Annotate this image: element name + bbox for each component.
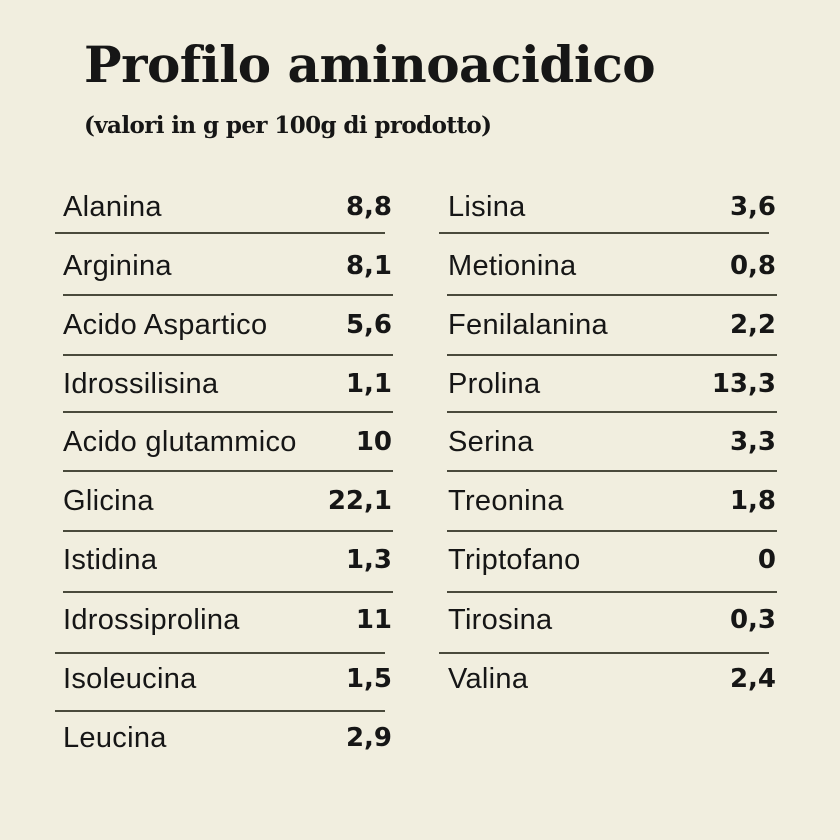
amino-name: Tirosina bbox=[448, 603, 553, 636]
table-row: Leucina 2,9 bbox=[63, 718, 392, 758]
row-divider bbox=[63, 591, 393, 593]
row-divider bbox=[55, 710, 385, 712]
row-divider bbox=[63, 470, 393, 472]
amino-value: 11 bbox=[355, 605, 392, 635]
row-divider bbox=[63, 354, 393, 356]
row-divider bbox=[447, 591, 777, 593]
page-subtitle: (valori in g per 100g di prodotto) bbox=[84, 112, 492, 139]
amino-value: 1,3 bbox=[345, 545, 392, 575]
table-row: Treonina 1,8 bbox=[448, 481, 776, 521]
amino-value: 13,3 bbox=[711, 369, 776, 399]
amino-value: 2,4 bbox=[729, 664, 776, 694]
table-row: Valina 2,4 bbox=[448, 659, 776, 699]
amino-value: 5,6 bbox=[345, 310, 392, 340]
amino-value: 0,8 bbox=[729, 251, 776, 281]
amino-name: Idrossiprolina bbox=[63, 603, 240, 636]
amino-value: 0,3 bbox=[729, 605, 776, 635]
amino-name: Treonina bbox=[448, 484, 564, 517]
amino-name: Lisina bbox=[448, 190, 526, 223]
table-row: Isoleucina 1,5 bbox=[63, 659, 392, 699]
table-row: Istidina 1,3 bbox=[63, 540, 392, 580]
amino-name: Istidina bbox=[63, 543, 158, 576]
table-row: Metionina 0,8 bbox=[448, 246, 776, 286]
table-row: Lisina 3,6 bbox=[448, 187, 776, 227]
table-row: Prolina 13,3 bbox=[448, 364, 776, 404]
amino-value: 3,3 bbox=[729, 427, 776, 457]
table-row: Idrossiprolina 11 bbox=[63, 600, 392, 640]
table-row: Fenilalanina 2,2 bbox=[448, 305, 776, 345]
table-row: Idrossilisina 1,1 bbox=[63, 364, 392, 404]
amino-value: 1,8 bbox=[729, 486, 776, 516]
table-row: Glicina 22,1 bbox=[63, 481, 392, 521]
row-divider bbox=[55, 652, 385, 654]
row-divider bbox=[447, 294, 777, 296]
amino-value: 1,5 bbox=[345, 664, 392, 694]
amino-name: Acido Aspartico bbox=[63, 308, 268, 341]
amino-value: 8,1 bbox=[345, 251, 392, 281]
amino-name: Arginina bbox=[63, 249, 172, 282]
table-row: Acido glutammico 10 bbox=[63, 422, 392, 462]
row-divider bbox=[447, 354, 777, 356]
table-row: Triptofano 0 bbox=[448, 540, 776, 580]
amino-value: 22,1 bbox=[327, 486, 392, 516]
row-divider bbox=[447, 411, 777, 413]
amino-name: Triptofano bbox=[448, 543, 581, 576]
table-row: Arginina 8,1 bbox=[63, 246, 392, 286]
amino-name: Glicina bbox=[63, 484, 154, 517]
row-divider bbox=[447, 470, 777, 472]
amino-value: 10 bbox=[355, 427, 392, 457]
amino-name: Alanina bbox=[63, 190, 162, 223]
amino-name: Isoleucina bbox=[63, 662, 197, 695]
row-divider bbox=[439, 652, 769, 654]
amino-name: Valina bbox=[448, 662, 529, 695]
amino-name: Prolina bbox=[448, 367, 541, 400]
row-divider bbox=[63, 294, 393, 296]
amino-name: Idrossilisina bbox=[63, 367, 219, 400]
row-divider bbox=[447, 530, 777, 532]
table-row: Tirosina 0,3 bbox=[448, 600, 776, 640]
amino-name: Acido glutammico bbox=[63, 425, 297, 458]
amino-value: 3,6 bbox=[729, 192, 776, 222]
page-title: Profilo aminoacidico bbox=[84, 35, 656, 94]
amino-name: Leucina bbox=[63, 721, 167, 754]
amino-value: 2,2 bbox=[729, 310, 776, 340]
row-divider bbox=[63, 411, 393, 413]
amino-value: 2,9 bbox=[345, 723, 392, 753]
amino-value: 0 bbox=[757, 545, 776, 575]
amino-value: 8,8 bbox=[345, 192, 392, 222]
table-row: Alanina 8,8 bbox=[63, 187, 392, 227]
row-divider bbox=[55, 232, 385, 234]
amino-name: Fenilalanina bbox=[448, 308, 608, 341]
amino-name: Serina bbox=[448, 425, 534, 458]
amino-value: 1,1 bbox=[345, 369, 392, 399]
table-row: Serina 3,3 bbox=[448, 422, 776, 462]
row-divider bbox=[63, 530, 393, 532]
amino-name: Metionina bbox=[448, 249, 577, 282]
table-row: Acido Aspartico 5,6 bbox=[63, 305, 392, 345]
row-divider bbox=[439, 232, 769, 234]
